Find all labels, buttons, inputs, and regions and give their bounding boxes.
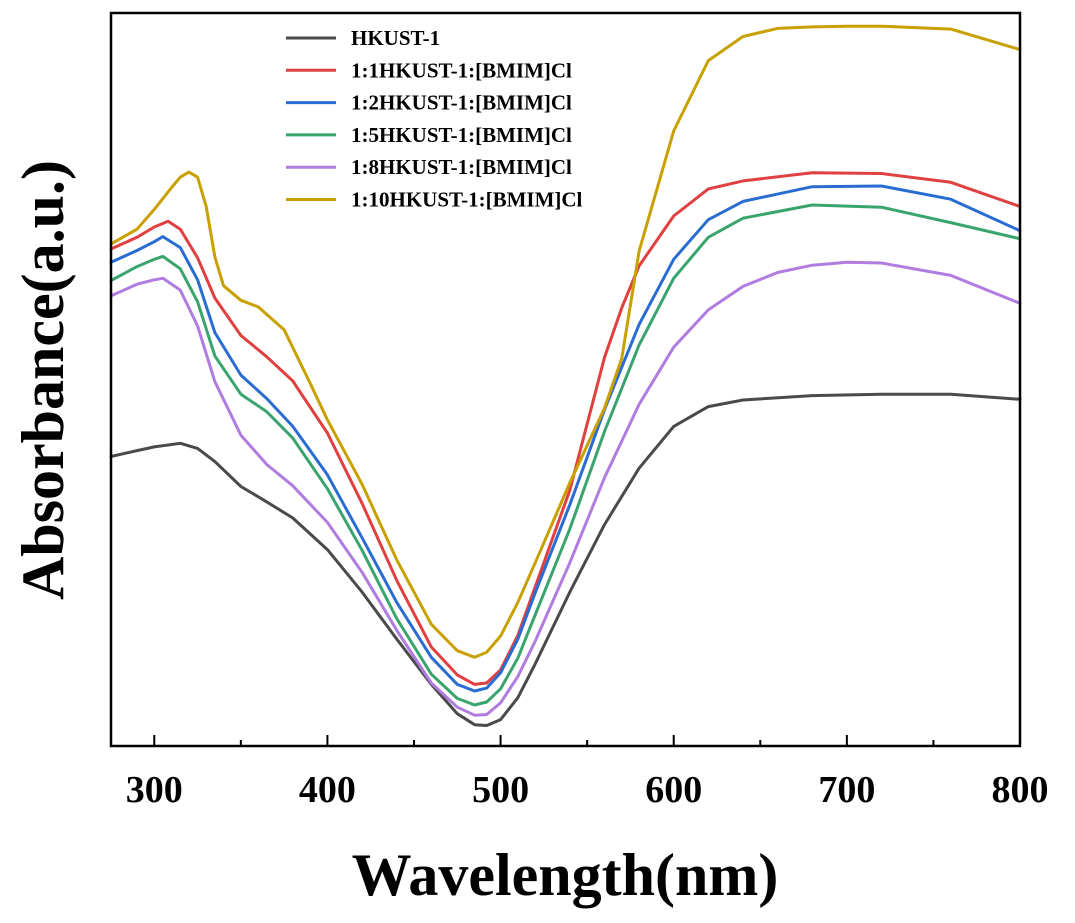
legend-item-hkust-1: HKUST-1 — [286, 26, 440, 50]
series-line-1-2hkust-1-bmim-cl — [109, 184, 1022, 693]
series-line-1-1hkust-1-bmim-cl — [109, 171, 1022, 686]
plot-frame — [109, 11, 1022, 748]
x-axis-title: Wavelength(nm) — [352, 842, 779, 908]
legend-label-1-2hkust-1-bmim-cl: 1:2HKUST-1:[BMIM]Cl — [351, 91, 572, 115]
series-line-1-8hkust-1-bmim-cl — [109, 260, 1022, 717]
legend-label-1-10hkust-1-bmim-cl: 1:10HKUST-1:[BMIM]Cl — [351, 188, 583, 212]
y-axis-title: Absorbance(a.u.) — [10, 160, 76, 600]
legend-item-1-8hkust-1-bmim-cl: 1:8HKUST-1:[BMIM]Cl — [286, 155, 572, 179]
series-line-1-5hkust-1-bmim-cl — [109, 203, 1022, 707]
series-line-hkust-1 — [109, 392, 1022, 727]
x-tick-label-400: 400 — [299, 769, 356, 811]
x-tick-label-500: 500 — [472, 769, 529, 811]
legend-item-1-5hkust-1-bmim-cl: 1:5HKUST-1:[BMIM]Cl — [286, 123, 572, 147]
series-group — [109, 24, 1022, 727]
legend-label-1-1hkust-1-bmim-cl: 1:1HKUST-1:[BMIM]Cl — [351, 58, 572, 82]
legend-item-1-2hkust-1-bmim-cl: 1:2HKUST-1:[BMIM]Cl — [286, 91, 572, 115]
legend-item-1-1hkust-1-bmim-cl: 1:1HKUST-1:[BMIM]Cl — [286, 58, 572, 82]
legend: HKUST-1 1:1HKUST-1:[BMIM]Cl 1:2HKUST-1:[BM… — [286, 26, 583, 212]
legend-label-hkust-1: HKUST-1 — [351, 26, 440, 50]
tick-group: 300 400 500 600 700 800 — [126, 735, 1049, 811]
legend-item-1-10hkust-1-bmim-cl: 1:10HKUST-1:[BMIM]Cl — [286, 188, 583, 212]
x-tick-label-600: 600 — [645, 769, 702, 811]
x-tick-label-800: 800 — [992, 769, 1049, 811]
series-line-1-10hkust-1-bmim-cl — [109, 24, 1022, 659]
x-tick-label-700: 700 — [818, 769, 875, 811]
legend-label-1-8hkust-1-bmim-cl: 1:8HKUST-1:[BMIM]Cl — [351, 155, 572, 179]
legend-label-1-5hkust-1-bmim-cl: 1:5HKUST-1:[BMIM]Cl — [351, 123, 572, 147]
x-tick-label-300: 300 — [126, 769, 183, 811]
